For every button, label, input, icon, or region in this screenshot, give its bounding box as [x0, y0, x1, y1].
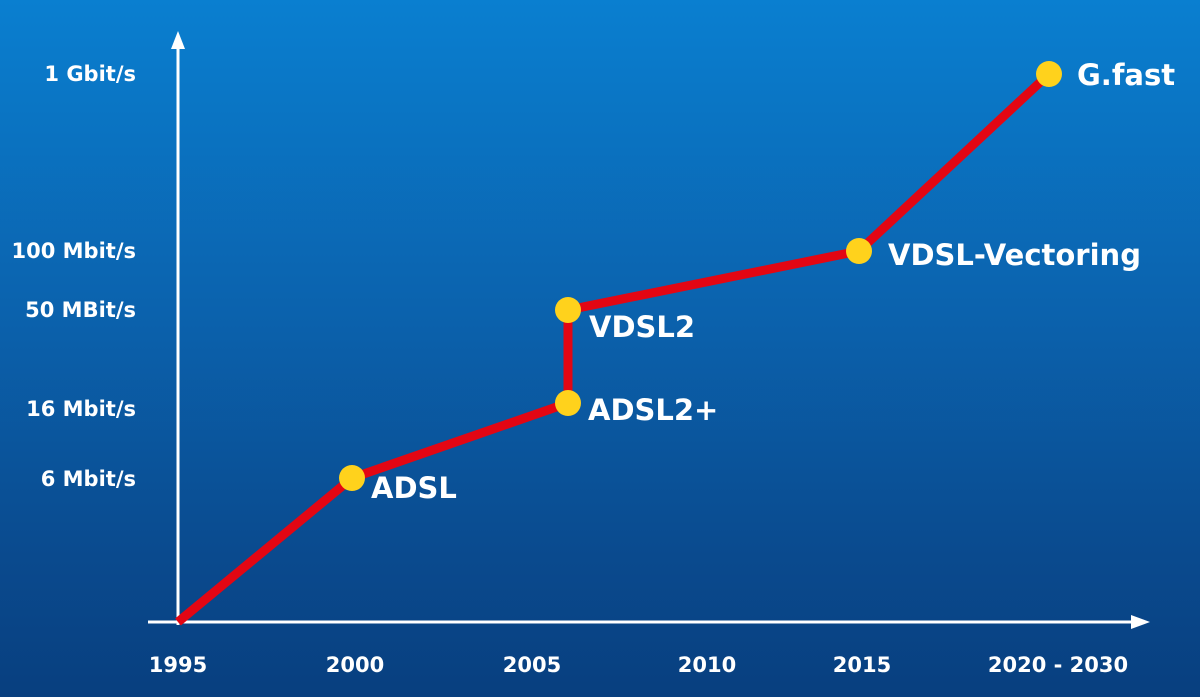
- x-tick-label: 2000: [326, 653, 384, 677]
- data-point-marker: [555, 390, 581, 416]
- x-axis: [148, 615, 1150, 629]
- x-tick-label: 1995: [149, 653, 207, 677]
- x-tick-label: 2010: [678, 653, 736, 677]
- x-axis-arrow: [1131, 615, 1150, 629]
- x-tick-labels: 1995 2000 2005 2010 2015 2020 - 2030: [149, 653, 1128, 677]
- y-tick-label: 1 Gbit/s: [44, 62, 136, 86]
- data-point-label: VDSL2: [589, 310, 695, 344]
- data-point-label: G.fast: [1077, 58, 1175, 92]
- data-point-label: VDSL-Vectoring: [888, 238, 1141, 272]
- data-point-marker: [555, 297, 581, 323]
- x-tick-label: 2015: [833, 653, 891, 677]
- x-tick-label: 2005: [503, 653, 561, 677]
- y-tick-label: 50 MBit/s: [25, 298, 136, 322]
- data-point-marker: [339, 465, 365, 491]
- y-axis-arrow: [171, 31, 185, 49]
- y-tick-label: 6 Mbit/s: [41, 467, 136, 491]
- x-tick-label: 2020 - 2030: [988, 653, 1128, 677]
- y-axis: [171, 31, 185, 625]
- y-tick-label: 16 Mbit/s: [26, 397, 136, 421]
- data-point-marker: [846, 238, 872, 264]
- data-point-label: ADSL2+: [588, 393, 718, 427]
- series-line: [175, 70, 1053, 626]
- data-point-label: ADSL: [371, 471, 457, 505]
- data-point-marker: [1036, 61, 1062, 87]
- y-tick-label: 100 Mbit/s: [12, 239, 136, 263]
- series-layer: ADSL ADSL2+ VDSL2 VDSL-Vectoring G.fast: [175, 58, 1175, 626]
- y-tick-labels: 6 Mbit/s 16 Mbit/s 50 MBit/s 100 Mbit/s …: [12, 62, 136, 491]
